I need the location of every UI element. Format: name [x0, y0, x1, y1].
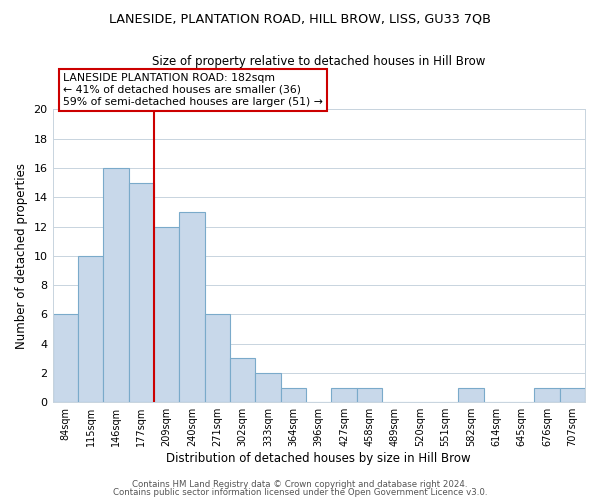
Text: Contains public sector information licensed under the Open Government Licence v3: Contains public sector information licen… — [113, 488, 487, 497]
Bar — [103, 168, 128, 402]
Bar — [179, 212, 205, 402]
X-axis label: Distribution of detached houses by size in Hill Brow: Distribution of detached houses by size … — [166, 452, 471, 465]
Bar — [205, 314, 230, 402]
Title: Size of property relative to detached houses in Hill Brow: Size of property relative to detached ho… — [152, 55, 485, 68]
Y-axis label: Number of detached properties: Number of detached properties — [15, 163, 28, 349]
Text: LANESIDE PLANTATION ROAD: 182sqm
← 41% of detached houses are smaller (36)
59% o: LANESIDE PLANTATION ROAD: 182sqm ← 41% o… — [63, 74, 323, 106]
Bar — [154, 226, 179, 402]
Bar — [281, 388, 306, 402]
Bar — [331, 388, 357, 402]
Text: Contains HM Land Registry data © Crown copyright and database right 2024.: Contains HM Land Registry data © Crown c… — [132, 480, 468, 489]
Bar — [357, 388, 382, 402]
Bar — [128, 182, 154, 402]
Bar — [458, 388, 484, 402]
Bar — [78, 256, 103, 402]
Text: LANESIDE, PLANTATION ROAD, HILL BROW, LISS, GU33 7QB: LANESIDE, PLANTATION ROAD, HILL BROW, LI… — [109, 12, 491, 26]
Bar — [560, 388, 585, 402]
Bar — [534, 388, 560, 402]
Bar — [230, 358, 256, 402]
Bar — [256, 373, 281, 402]
Bar — [53, 314, 78, 402]
